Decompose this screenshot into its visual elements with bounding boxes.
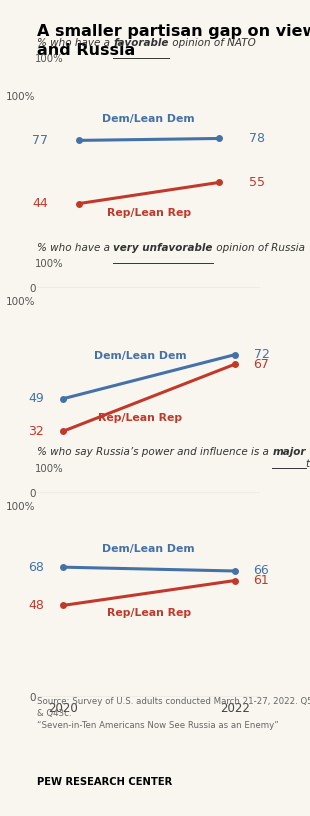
Text: Dem/Lean Dem: Dem/Lean Dem bbox=[103, 114, 195, 124]
Text: 55: 55 bbox=[249, 176, 265, 189]
Text: 100%: 100% bbox=[35, 55, 64, 64]
Text: Dem/Lean Dem: Dem/Lean Dem bbox=[94, 352, 187, 361]
Text: opinion of Russia: opinion of Russia bbox=[213, 242, 305, 253]
Text: Dem/Lean Dem: Dem/Lean Dem bbox=[103, 543, 195, 554]
Text: threat to the U.S.: threat to the U.S. bbox=[306, 447, 310, 469]
Text: Rep/Lean Rep: Rep/Lean Rep bbox=[98, 413, 182, 424]
Text: 100%: 100% bbox=[35, 463, 64, 474]
Text: 66: 66 bbox=[254, 565, 269, 578]
Text: % who have a: % who have a bbox=[37, 242, 113, 253]
Text: 61: 61 bbox=[254, 574, 269, 587]
Text: favorable: favorable bbox=[113, 38, 169, 48]
Text: Rep/Lean Rep: Rep/Lean Rep bbox=[107, 208, 191, 219]
Text: opinion of NATO: opinion of NATO bbox=[169, 38, 255, 48]
Text: 72: 72 bbox=[254, 348, 269, 361]
Text: 32: 32 bbox=[28, 425, 44, 438]
Text: very unfavorable: very unfavorable bbox=[113, 242, 213, 253]
Text: PEW RESEARCH CENTER: PEW RESEARCH CENTER bbox=[37, 777, 172, 787]
Text: 68: 68 bbox=[28, 561, 44, 574]
Text: 67: 67 bbox=[254, 357, 269, 370]
Text: major: major bbox=[272, 447, 306, 458]
Text: 100%: 100% bbox=[35, 259, 64, 269]
Text: 44: 44 bbox=[33, 197, 48, 210]
Text: % who say Russia’s power and influence is a: % who say Russia’s power and influence i… bbox=[37, 447, 272, 458]
Text: 78: 78 bbox=[249, 132, 265, 145]
Text: Source: Survey of U.S. adults conducted March 21-27, 2022. Q5e, f
& Q43c.
“Seven: Source: Survey of U.S. adults conducted … bbox=[37, 698, 310, 730]
Text: 48: 48 bbox=[28, 599, 44, 612]
Text: Rep/Lean Rep: Rep/Lean Rep bbox=[107, 608, 191, 619]
Text: 49: 49 bbox=[28, 392, 44, 406]
Text: % who have a: % who have a bbox=[37, 38, 113, 48]
Text: A smaller partisan gap on views of NATO
and Russia: A smaller partisan gap on views of NATO … bbox=[37, 24, 310, 58]
Text: 77: 77 bbox=[32, 134, 48, 147]
